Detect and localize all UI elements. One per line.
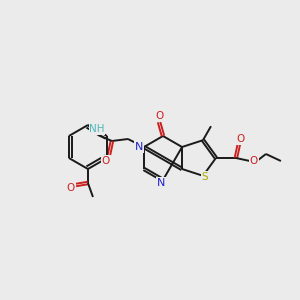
Text: O: O xyxy=(250,156,258,166)
Text: N: N xyxy=(135,142,143,152)
Text: O: O xyxy=(67,183,75,193)
Text: O: O xyxy=(237,134,245,144)
Text: NH: NH xyxy=(89,124,105,134)
Text: O: O xyxy=(155,111,163,121)
Text: N: N xyxy=(157,178,165,188)
Text: O: O xyxy=(102,156,110,166)
Text: S: S xyxy=(202,172,208,182)
